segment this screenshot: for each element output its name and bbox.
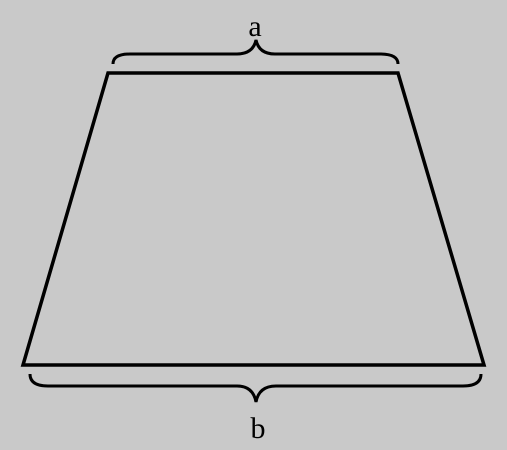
label-a: a — [248, 10, 261, 43]
bottom-brace — [28, 373, 483, 403]
trapezoid-shape — [20, 71, 487, 367]
top-brace — [111, 39, 400, 65]
label-b: b — [251, 412, 266, 445]
